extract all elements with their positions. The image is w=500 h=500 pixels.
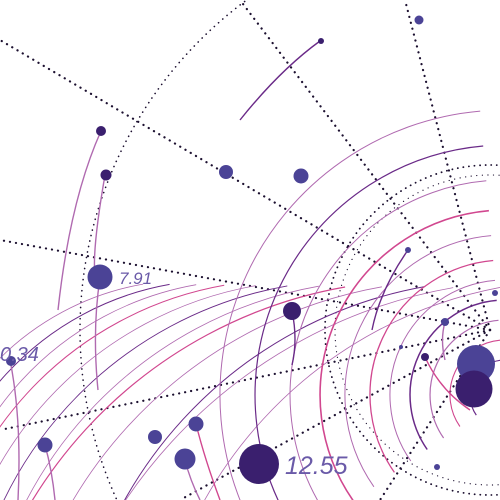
arc-trail-cluster-8 — [319, 209, 489, 500]
data-point-17 — [421, 353, 429, 361]
data-point-10 — [188, 416, 204, 432]
data-point-3 — [219, 165, 233, 179]
guide-ray-3 — [403, 0, 492, 332]
data-point-22 — [434, 464, 440, 470]
data-point-2 — [100, 169, 112, 181]
arc-trail-outer-5 — [31, 286, 346, 500]
arc-trail-cluster-3 — [429, 319, 499, 439]
arc-trail-outer-1 — [204, 287, 500, 500]
value-label-a: 7.91 — [119, 269, 152, 288]
guide-ray-6 — [178, 328, 492, 500]
arc-trail-outer-3 — [124, 286, 426, 500]
data-point-4 — [293, 168, 309, 184]
arc-trail-outer-6 — [26, 285, 319, 500]
arc-trail-cluster-10 — [254, 145, 484, 500]
data-point-7 — [6, 356, 16, 366]
data-point-11 — [174, 448, 196, 470]
data-point-20 — [455, 370, 493, 408]
data-point-8 — [37, 437, 53, 453]
tail-trail-10 — [424, 356, 471, 411]
data-point-1 — [96, 126, 106, 136]
arc-trail-cluster-4 — [409, 299, 497, 450]
data-points — [6, 15, 498, 484]
data-point-18 — [399, 345, 403, 349]
tail-trail-4 — [9, 359, 20, 500]
guide-ray-5 — [0, 328, 492, 432]
arc-trail-outer-10 — [0, 284, 197, 408]
value-labels: 7.91 0.34 12.55 — [0, 269, 348, 480]
tail-trail-12 — [239, 40, 321, 121]
guide-ray-2 — [238, 0, 492, 332]
tail-trail-9 — [371, 249, 409, 331]
arc-trails — [0, 40, 500, 500]
value-label-b: 0.34 — [0, 344, 39, 366]
guide-ray-1 — [0, 38, 492, 332]
arc-trail-cluster-9 — [289, 180, 487, 500]
arc-trail-cluster-11 — [219, 110, 481, 500]
tail-trail-11 — [441, 321, 446, 361]
arc-trail-outer-12 — [0, 283, 144, 359]
value-label-c: 12.55 — [285, 452, 348, 480]
data-point-15 — [405, 247, 411, 253]
data-point-16 — [441, 318, 449, 326]
tail-trail-1 — [57, 130, 102, 311]
arc-trail-outer-8 — [0, 285, 256, 466]
arc-trail-outer-9 — [0, 284, 225, 428]
arc-trail-cluster-2 — [449, 339, 500, 427]
guide-ring-2 — [324, 164, 500, 496]
data-point-6 — [283, 302, 301, 320]
arc-trail-outer-7 — [3, 285, 288, 500]
data-point-5 — [87, 264, 113, 290]
data-point-14 — [318, 38, 324, 44]
arc-trail-outer-2 — [125, 287, 454, 500]
data-point-21 — [492, 290, 498, 296]
arc-trail-cluster-6 — [369, 259, 494, 473]
guide-ray-4 — [0, 238, 492, 332]
tail-trail-2 — [93, 174, 106, 276]
data-point-12 — [239, 444, 279, 484]
data-point-13 — [414, 15, 424, 25]
guide-ring-3 — [334, 174, 500, 486]
data-point-9 — [148, 430, 162, 444]
tail-trail-6 — [195, 423, 221, 500]
tail-trail-8 — [44, 444, 56, 500]
guide-ring-1 — [79, 0, 249, 500]
arc-trail-outer-11 — [0, 283, 170, 382]
arc-trail-cluster-7 — [344, 235, 492, 488]
